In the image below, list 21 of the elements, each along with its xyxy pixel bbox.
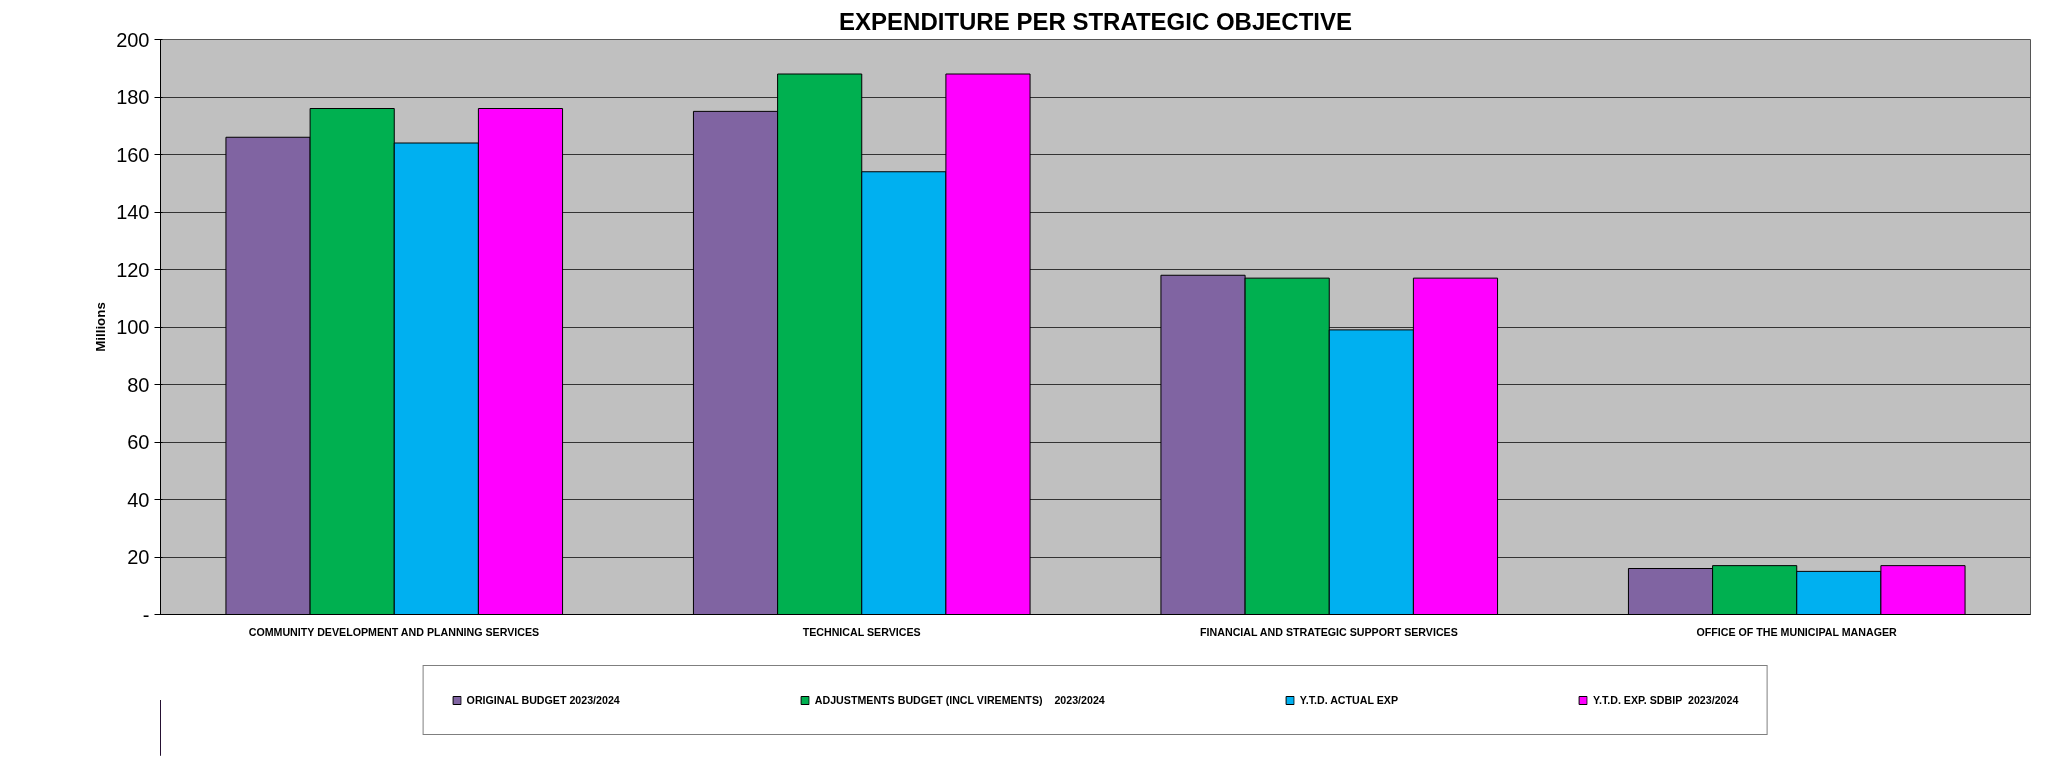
x-tick-label: COMMUNITY DEVELOPMENT AND PLANNING SERVICES: [248, 625, 540, 638]
legend-label: ADJUSTMENTS BUDGET (INCL VIREMENTS) 2023/2024: [814, 694, 1105, 706]
legend-label: Y.T.D. ACTUAL EXP: [1299, 694, 1399, 706]
y-axis-title: Millions: [93, 302, 109, 352]
x-tick-label: FINANCIAL AND STRATEGIC SUPPORT SERVICES: [1200, 625, 1458, 638]
y-tick-label: 120: [116, 258, 150, 281]
y-tick-label: 20: [127, 546, 150, 568]
chart-title: EXPENDITURE PER STRATEGIC OBJECTIVE: [839, 7, 1352, 35]
y-tick-label: 180: [116, 86, 150, 108]
y-tick-label: 80: [127, 373, 150, 396]
y-tick-label: 140: [116, 201, 150, 223]
y-tick-label: 40: [127, 488, 150, 511]
x-tick-label: TECHNICAL SERVICES: [802, 625, 921, 638]
legend-label: Y.T.D. EXP. SDBIP 2023/2024: [1593, 694, 1739, 706]
y-tick-label: -: [142, 603, 150, 626]
legend-label: ORIGINAL BUDGET 2023/2024: [466, 694, 620, 706]
y-tick-label: 200: [116, 28, 150, 51]
y-tick-label: 160: [116, 143, 150, 166]
x-tick-label: OFFICE OF THE MUNICIPAL MANAGER: [1696, 625, 1898, 638]
y-tick-label: 100: [116, 316, 150, 338]
y-tick-label: 60: [127, 431, 150, 453]
